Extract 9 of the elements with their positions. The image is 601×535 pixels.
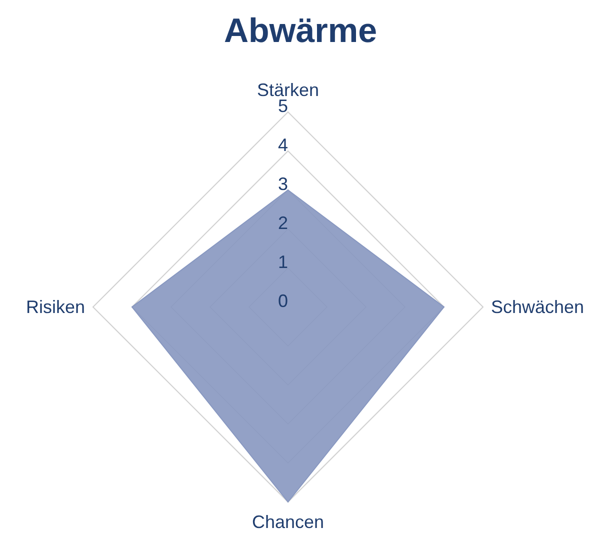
spoke-label: Risiken [26, 297, 85, 317]
y-tick-label: 4 [278, 135, 288, 155]
spoke-label: Chancen [252, 512, 324, 532]
y-tick-label: 3 [278, 174, 288, 194]
y-tick-label: 0 [278, 291, 288, 311]
spoke-label: Schwächen [491, 297, 584, 317]
y-tick-label: 2 [278, 213, 288, 233]
y-tick-label: 1 [278, 252, 288, 272]
chart-title: Abwärme [222, 11, 378, 52]
